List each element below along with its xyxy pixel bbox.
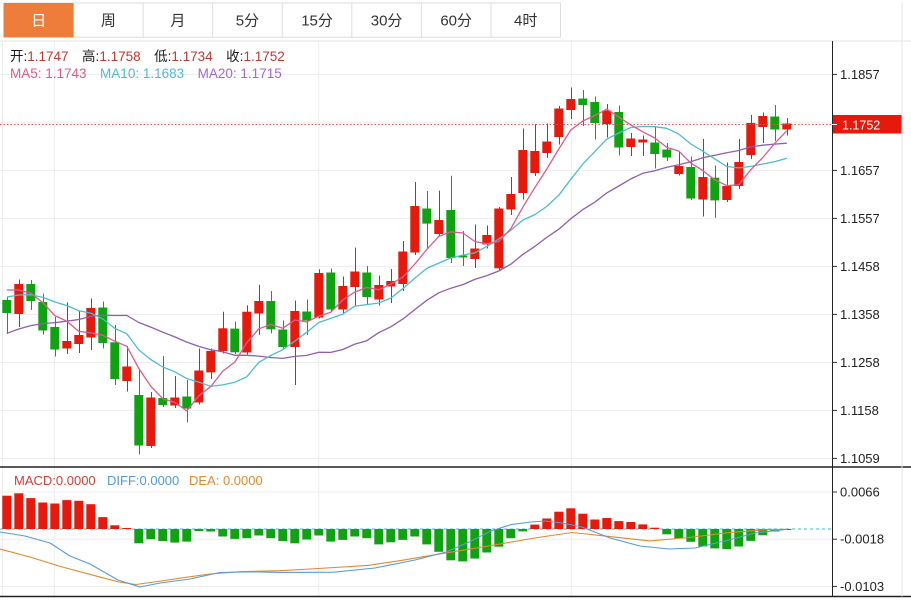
svg-text:0.0066: 0.0066	[840, 485, 880, 500]
svg-text:15分: 15分	[301, 13, 333, 30]
svg-text:MA5: 1.1743 MA10: 1.1683 MA20:: MA5: 1.1743 MA10: 1.1683 MA20: 1.1715	[10, 66, 282, 81]
svg-text:1.1258: 1.1258	[840, 355, 880, 370]
svg-text:30分: 30分	[371, 13, 403, 30]
svg-text:DEA: 0.0000: DEA: 0.0000	[189, 473, 263, 488]
svg-text:月: 月	[170, 13, 185, 30]
svg-text:1.1458: 1.1458	[840, 259, 880, 274]
svg-text:1.1358: 1.1358	[840, 307, 880, 322]
svg-text:1.1158: 1.1158	[840, 403, 879, 418]
svg-text:5分: 5分	[236, 13, 259, 30]
svg-text:日: 日	[31, 13, 46, 30]
svg-text:60分: 60分	[440, 13, 472, 30]
svg-text:DIFF:0.0000: DIFF:0.0000	[107, 473, 179, 488]
svg-text:1.1752: 1.1752	[842, 118, 880, 132]
svg-text:4时: 4时	[514, 13, 537, 30]
svg-text:MACD:0.0000: MACD:0.0000	[14, 473, 96, 488]
svg-text:1.1657: 1.1657	[840, 163, 880, 178]
svg-text:1.1059: 1.1059	[840, 451, 880, 466]
svg-text:1.1857: 1.1857	[840, 67, 880, 82]
svg-text:开:1.1747 高:1.1758 低:1.1734 收:1: 开:1.1747 高:1.1758 低:1.1734 收:1.1752	[10, 48, 285, 64]
svg-text:1.1557: 1.1557	[840, 211, 880, 226]
svg-text:周: 周	[101, 13, 116, 30]
svg-text:-0.0018: -0.0018	[840, 532, 884, 547]
svg-text:-0.0103: -0.0103	[840, 579, 884, 594]
